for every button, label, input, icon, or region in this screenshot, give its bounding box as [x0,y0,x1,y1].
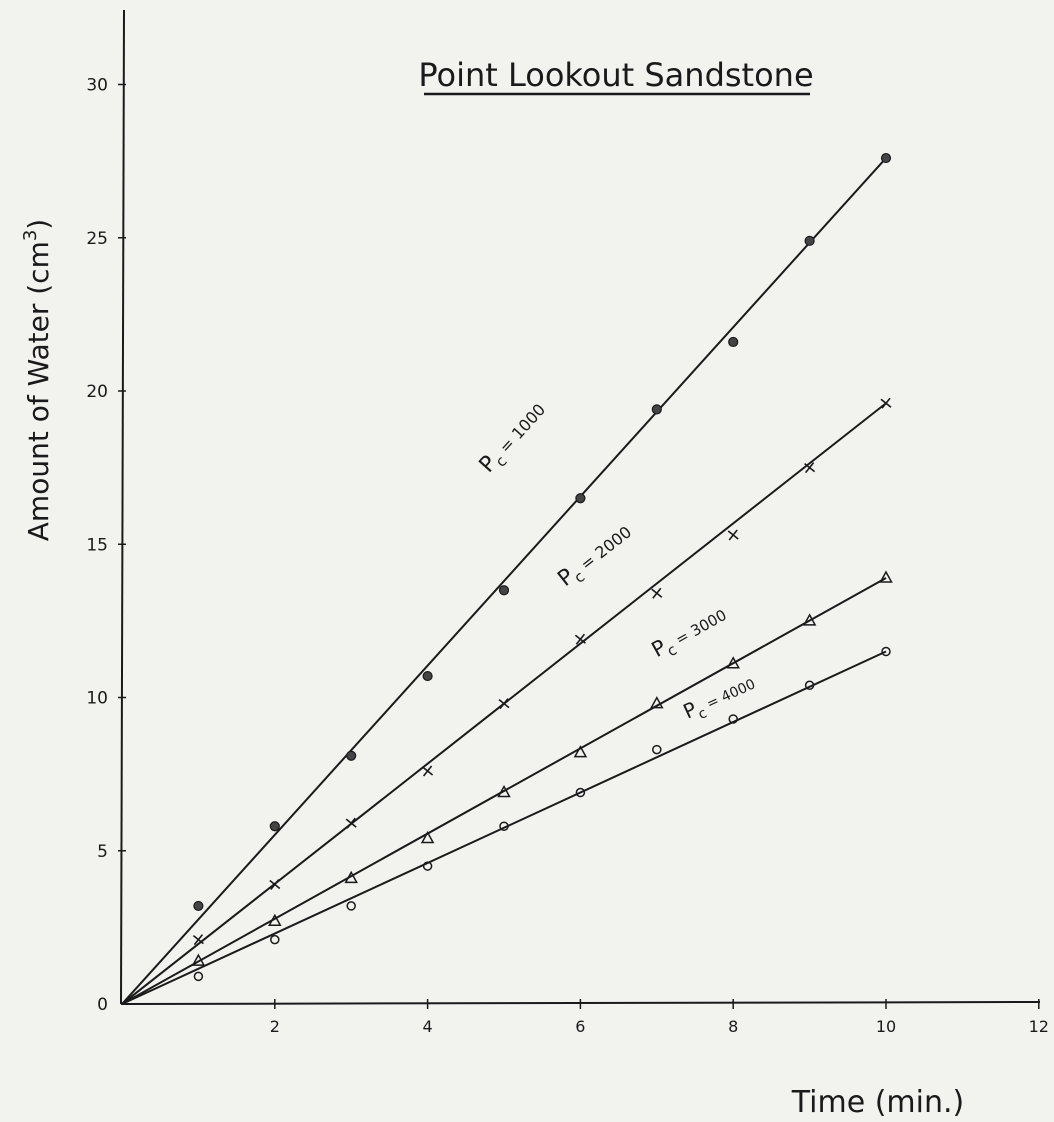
data-point [652,744,662,755]
data-point [499,821,509,831]
series-label: Pc = 4000 [679,670,760,728]
data-point [420,830,435,844]
data-points-layer [191,152,893,982]
series-label-value: = 3000 [668,606,729,651]
data-point [497,784,511,798]
data-point [573,745,588,758]
data-point [346,750,357,761]
data-point-stroke [881,397,891,409]
data-point [422,861,433,871]
data-point [804,680,815,690]
series-label: Pc = 2000 [553,519,638,595]
y-tick-label: 5 [97,842,108,862]
data-point [727,529,739,541]
data-point [193,900,204,912]
data-point [881,646,891,657]
data-point [880,152,892,164]
data-point [422,765,434,777]
y-tick-label: 10 [86,689,108,709]
chart-title: Point Lookout Sandstone [418,56,813,94]
y-tick-label: 15 [86,535,108,555]
data-point [651,587,663,599]
x-tick-label: 6 [575,1017,585,1036]
data-point [268,913,282,926]
data-point [804,462,816,474]
series-label-value: = 1000 [492,400,549,460]
axes-layer: 0 5 10 15 20 25 30 2 4 6 8 10 12 [86,9,1049,1036]
data-point [804,235,815,246]
data-point [422,670,433,682]
data-point [728,336,739,348]
x-tick-label: 12 [1029,1017,1049,1036]
data-point [879,570,893,583]
y-axis-label-superscript: 3 [20,230,41,241]
x-axis-label: Time (min.) [791,1085,964,1120]
data-point [728,714,738,724]
data-point [880,397,892,409]
y-tick-label: 30 [86,76,108,96]
data-point [346,901,356,911]
fit-line [121,577,887,1005]
data-point [344,870,358,884]
y-tick-label: 25 [86,229,108,249]
data-point [651,404,662,415]
y-tick-label: 0 [97,995,108,1015]
data-point-stroke [804,462,815,474]
data-point-stroke [193,934,204,946]
data-point [802,613,817,626]
data-point-stroke [728,529,738,541]
y-axis-label: Amount of Water (cm3) [20,219,55,541]
data-point [650,696,664,709]
series-label-value: = 4000 [700,676,758,714]
x-tick-label: 2 [270,1017,280,1036]
data-point [192,934,204,946]
y-axis-line [120,9,125,1005]
series-label: Pc = 1000 [475,397,554,480]
data-point-stroke [575,633,586,645]
data-point [345,817,357,829]
data-point [193,971,204,982]
data-point [726,656,740,669]
fit-lines-layer [121,157,887,1005]
y-tick-label: 20 [86,382,108,402]
data-point [498,585,510,596]
series-label: Pc = 3000 [648,602,733,667]
data-point [498,698,510,710]
data-point [575,787,586,798]
fit-line [121,157,887,1005]
x-tick-label: 4 [423,1017,433,1036]
data-point-stroke [346,817,356,829]
x-tick-label: 10 [876,1017,896,1036]
data-point-stroke [499,698,509,710]
data-point [574,633,586,645]
data-point [270,934,280,945]
data-point [269,878,281,890]
data-point-stroke [422,765,433,777]
y-axis-label-main: Amount of Water (cm [22,241,55,541]
x-tick-label: 8 [728,1017,738,1036]
data-point [269,821,280,832]
data-point [191,953,206,966]
data-point-stroke [270,878,280,890]
fit-line [121,650,887,1005]
data-point [575,493,586,504]
series-label-value: = 2000 [573,522,635,577]
data-point-stroke [652,587,662,599]
y-axis-label-close: ) [22,219,55,230]
